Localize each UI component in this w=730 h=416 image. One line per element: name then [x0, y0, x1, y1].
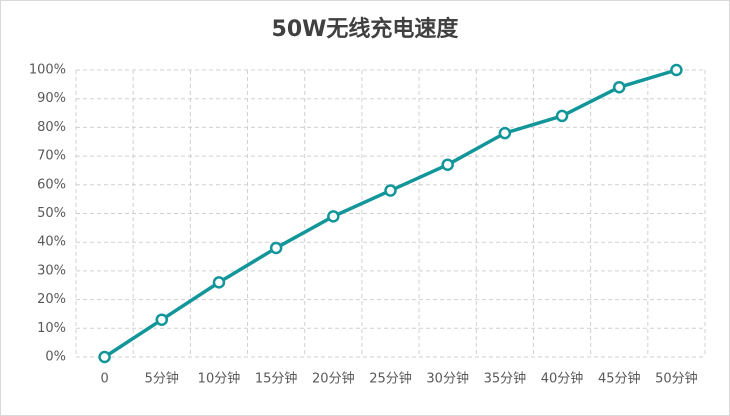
point: [384, 184, 397, 197]
point: [498, 126, 512, 140]
x-tick-label: 35分钟: [484, 371, 527, 387]
point: [670, 63, 683, 77]
y-tick-label: 60%: [37, 177, 66, 192]
chart-title: 50W无线充电速度: [272, 16, 460, 42]
x-tick-label: 10分钟: [198, 371, 241, 387]
y-tick-label: 20%: [37, 292, 66, 307]
x-tick-label: 15分钟: [255, 371, 298, 387]
y-tick-label: 30%: [37, 263, 66, 278]
point: [555, 109, 569, 123]
x-tick-label: 50分钟: [655, 371, 698, 387]
y-tick-label: 40%: [37, 235, 66, 250]
point: [269, 241, 283, 255]
x-tick-label: 30分钟: [426, 371, 469, 387]
x-tick-label: 20分钟: [312, 371, 355, 387]
point: [212, 276, 226, 289]
x-tick-label: 40分钟: [541, 371, 584, 387]
y-tick-label: 100%: [29, 63, 66, 78]
point: [98, 350, 111, 364]
x-tick-label: 45分钟: [598, 371, 641, 387]
y-tick-label: 70%: [37, 149, 66, 164]
y-tick-label: 0%: [45, 350, 66, 365]
y-tick-label: 50%: [37, 206, 66, 221]
x-tick-label: 25分钟: [369, 371, 412, 387]
y-tick-label: 10%: [37, 321, 66, 336]
x-tick-label: 0: [100, 372, 108, 387]
x-tick-label: 5分钟: [145, 371, 179, 387]
point: [155, 313, 169, 326]
point: [612, 80, 626, 94]
point: [327, 210, 340, 223]
point: [441, 158, 454, 171]
y-tick-label: 80%: [37, 120, 66, 135]
y-tick-label: 90%: [37, 91, 66, 106]
